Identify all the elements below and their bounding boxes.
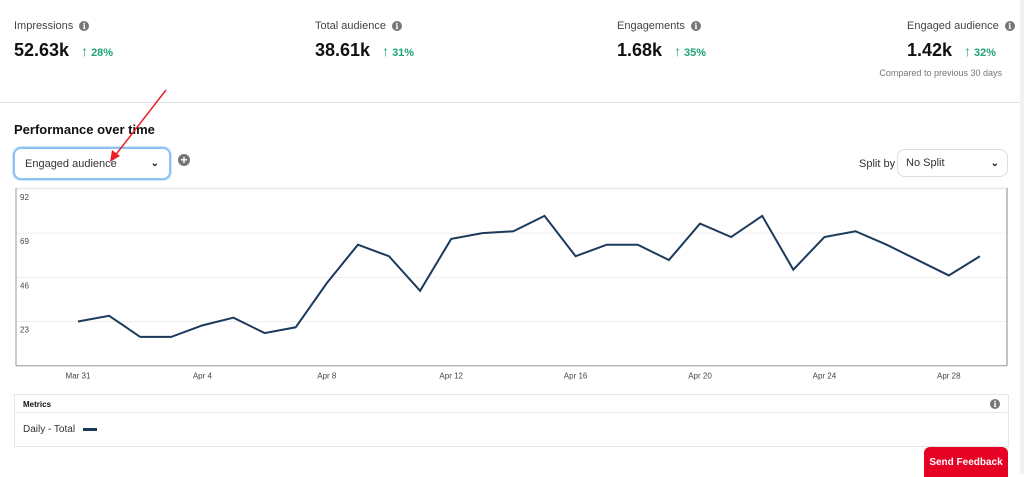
send-feedback-button[interactable]: Send Feedback — [924, 447, 1008, 477]
info-icon[interactable]: i — [1004, 21, 1015, 31]
stat-engaged-audience: Engaged audience i 1.42k ↑ 32% — [907, 20, 1015, 61]
chevron-down-icon: ⌄ — [150, 158, 159, 169]
metric-select[interactable]: Engaged audience ⌄ — [13, 147, 171, 180]
stat-total-audience: Total audience i 38.61k ↑ 31% — [315, 20, 414, 61]
arrow-up-icon: ↑ — [382, 43, 390, 59]
stat-change: ↑ 28% — [81, 43, 114, 59]
split-select[interactable]: No Split ⌄ — [897, 149, 1008, 177]
x-tick-label: Apr 20 — [688, 372, 712, 380]
series-line — [77, 214, 981, 338]
x-tick-label: Apr 24 — [813, 372, 837, 380]
arrow-up-icon: ↑ — [964, 43, 972, 59]
add-metric-button[interactable]: + — [178, 154, 190, 166]
x-tick-label: Apr 8 — [317, 372, 337, 380]
y-tick-label: 69 — [20, 237, 29, 246]
y-tick-label: 46 — [20, 281, 29, 290]
x-tick-label: Apr 28 — [937, 372, 961, 380]
info-icon[interactable]: i — [79, 21, 90, 31]
legend-swatch — [83, 428, 98, 431]
annotation-arrow-icon — [110, 89, 167, 162]
metrics-panel: Metrics i Daily - Total — [14, 394, 1009, 447]
chevron-down-icon: ⌄ — [990, 157, 999, 169]
stat-change: ↑ 32% — [964, 43, 997, 59]
y-tick-label: 92 — [20, 193, 29, 202]
y-tick-label: 23 — [20, 326, 29, 335]
compare-note: Compared to previous 30 days — [879, 68, 1002, 78]
stat-label: Impressions — [14, 20, 74, 32]
x-tick-label: Mar 31 — [66, 372, 91, 380]
split-by-label: Split by — [859, 158, 896, 170]
x-tick-label: Apr 4 — [193, 372, 213, 380]
stat-label: Engagements — [617, 20, 685, 32]
stat-change: ↑ 31% — [382, 43, 415, 59]
stat-impressions: Impressions i 52.63k ↑ 28% — [14, 20, 113, 61]
metric-select-value: Engaged audience — [25, 157, 117, 170]
x-tick-label: Apr 16 — [564, 372, 588, 380]
performance-chart: 23 46 69 92 Mar 31 Apr 4 Apr 8 Apr 12 Apr 16 Apr … — [15, 187, 1008, 380]
arrow-up-icon: ↑ — [674, 43, 682, 59]
stat-value: 52.63k — [14, 40, 70, 60]
info-icon[interactable]: i — [690, 21, 701, 31]
stat-engagements: Engagements i 1.68k ↑ 35% — [617, 20, 706, 61]
stat-label: Engaged audience — [907, 20, 999, 32]
info-icon[interactable]: i — [990, 399, 1000, 409]
scrollbar[interactable] — [1020, 0, 1024, 474]
stat-value: 38.61k — [315, 40, 371, 60]
stat-value: 1.68k — [617, 40, 663, 60]
section-title: Performance over time — [14, 122, 155, 137]
metrics-title: Metrics — [23, 400, 52, 409]
stat-change: ↑ 35% — [674, 43, 707, 59]
arrow-up-icon: ↑ — [81, 43, 89, 59]
legend-item[interactable]: Daily - Total — [15, 413, 1008, 446]
info-icon[interactable]: i — [391, 21, 402, 31]
divider — [0, 102, 1024, 103]
x-tick-label: Apr 12 — [439, 372, 463, 380]
legend-label: Daily - Total — [23, 424, 76, 435]
stat-label: Total audience — [315, 20, 386, 32]
stat-value: 1.42k — [907, 40, 953, 60]
split-select-value: No Split — [906, 157, 945, 169]
